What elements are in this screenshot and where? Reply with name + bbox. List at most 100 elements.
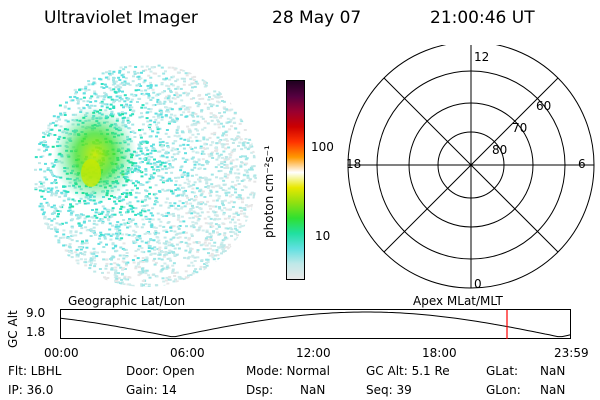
emission-pixel [150,166,154,169]
emission-pixel [201,79,205,82]
emission-pixel [199,265,203,268]
emission-pixel [96,95,100,98]
emission-pixel [100,100,104,103]
emission-pixel [103,216,107,219]
emission-pixel [232,139,236,142]
emission-pixel [156,165,160,168]
emission-pixel [223,246,227,249]
emission-pixel [210,119,214,122]
emission-pixel [248,179,252,182]
emission-pixel [116,227,120,230]
timeline-y-axis-label: GC Alt [6,310,20,348]
emission-pixel [205,264,209,267]
emission-pixel [201,128,205,131]
emission-pixel [130,98,134,101]
emission-pixel [224,147,228,150]
emission-pixel [149,81,152,84]
emission-pixel [208,205,212,208]
emission-pixel [205,93,208,96]
emission-pixel [194,113,198,115]
emission-pixel [88,264,92,267]
emission-pixel [85,239,89,242]
emission-pixel [68,96,72,99]
emission-pixel [52,174,56,177]
emission-pixel [54,235,58,238]
emission-pixel [228,195,232,198]
emission-pixel [251,145,255,148]
emission-pixel [191,204,194,207]
emission-pixel [146,111,150,114]
emission-pixel [152,273,156,276]
emission-pixel [124,66,128,69]
emission-pixel [125,192,129,195]
emission-pixel [197,103,201,106]
emission-pixel [191,115,195,118]
emission-pixel [187,211,191,214]
emission-pixel [157,232,161,235]
emission-pixel [210,105,214,108]
emission-pixel [149,76,153,79]
emission-pixel [130,218,134,221]
emission-pixel [150,149,154,152]
emission-pixel [139,150,143,153]
emission-pixel [168,164,172,167]
emission-pixel [93,250,97,253]
emission-pixel [147,209,151,212]
emission-pixel [188,83,192,86]
emission-pixel [202,138,206,141]
emission-pixel [141,257,145,259]
emission-pixel [68,206,72,209]
emission-pixel [54,124,58,127]
emission-pixel [71,99,75,102]
emission-pixel [111,242,115,245]
emission-pixel [170,113,173,116]
emission-pixel [221,134,225,137]
emission-pixel [118,254,122,257]
emission-pixel [217,224,221,227]
emission-pixel [78,214,82,217]
emission-pixel [121,272,124,275]
emission-pixel [137,78,141,81]
emission-pixel [69,205,73,207]
emission-pixel [209,116,213,118]
emission-pixel [252,194,256,197]
emission-pixel [163,262,167,265]
emission-pixel [213,90,217,93]
emission-pixel [174,80,178,83]
emission-pixel [127,71,130,74]
emission-pixel [254,177,257,180]
emission-pixel [144,157,148,160]
emission-pixel [62,199,66,202]
emission-pixel [156,115,160,118]
emission-pixel [81,240,84,243]
emission-pixel [146,149,150,152]
emission-pixel [160,145,164,148]
emission-pixel [186,172,190,175]
emission-pixel [250,168,254,171]
emission-pixel [189,202,193,205]
emission-pixel [144,106,147,109]
emission-pixel [138,237,142,240]
emission-pixel [108,228,112,231]
emission-pixel [53,207,57,210]
emission-pixel [113,213,117,216]
emission-pixel [122,254,126,257]
emission-pixel [131,113,135,116]
emission-pixel [206,258,210,261]
emission-pixel [131,206,135,209]
emission-pixel [195,229,199,231]
emission-pixel [225,165,229,168]
emission-pixel [41,206,45,209]
emission-pixel [211,210,215,213]
emission-pixel [90,252,94,255]
emission-pixel [187,256,191,258]
emission-pixel [197,159,201,162]
emission-pixel [223,161,227,163]
emission-pixel [196,115,200,118]
emission-pixel [145,232,149,235]
emission-pixel [201,177,205,179]
emission-pixel [100,83,104,85]
emission-pixel [237,145,240,147]
emission-pixel [90,259,93,262]
emission-pixel [206,185,210,187]
